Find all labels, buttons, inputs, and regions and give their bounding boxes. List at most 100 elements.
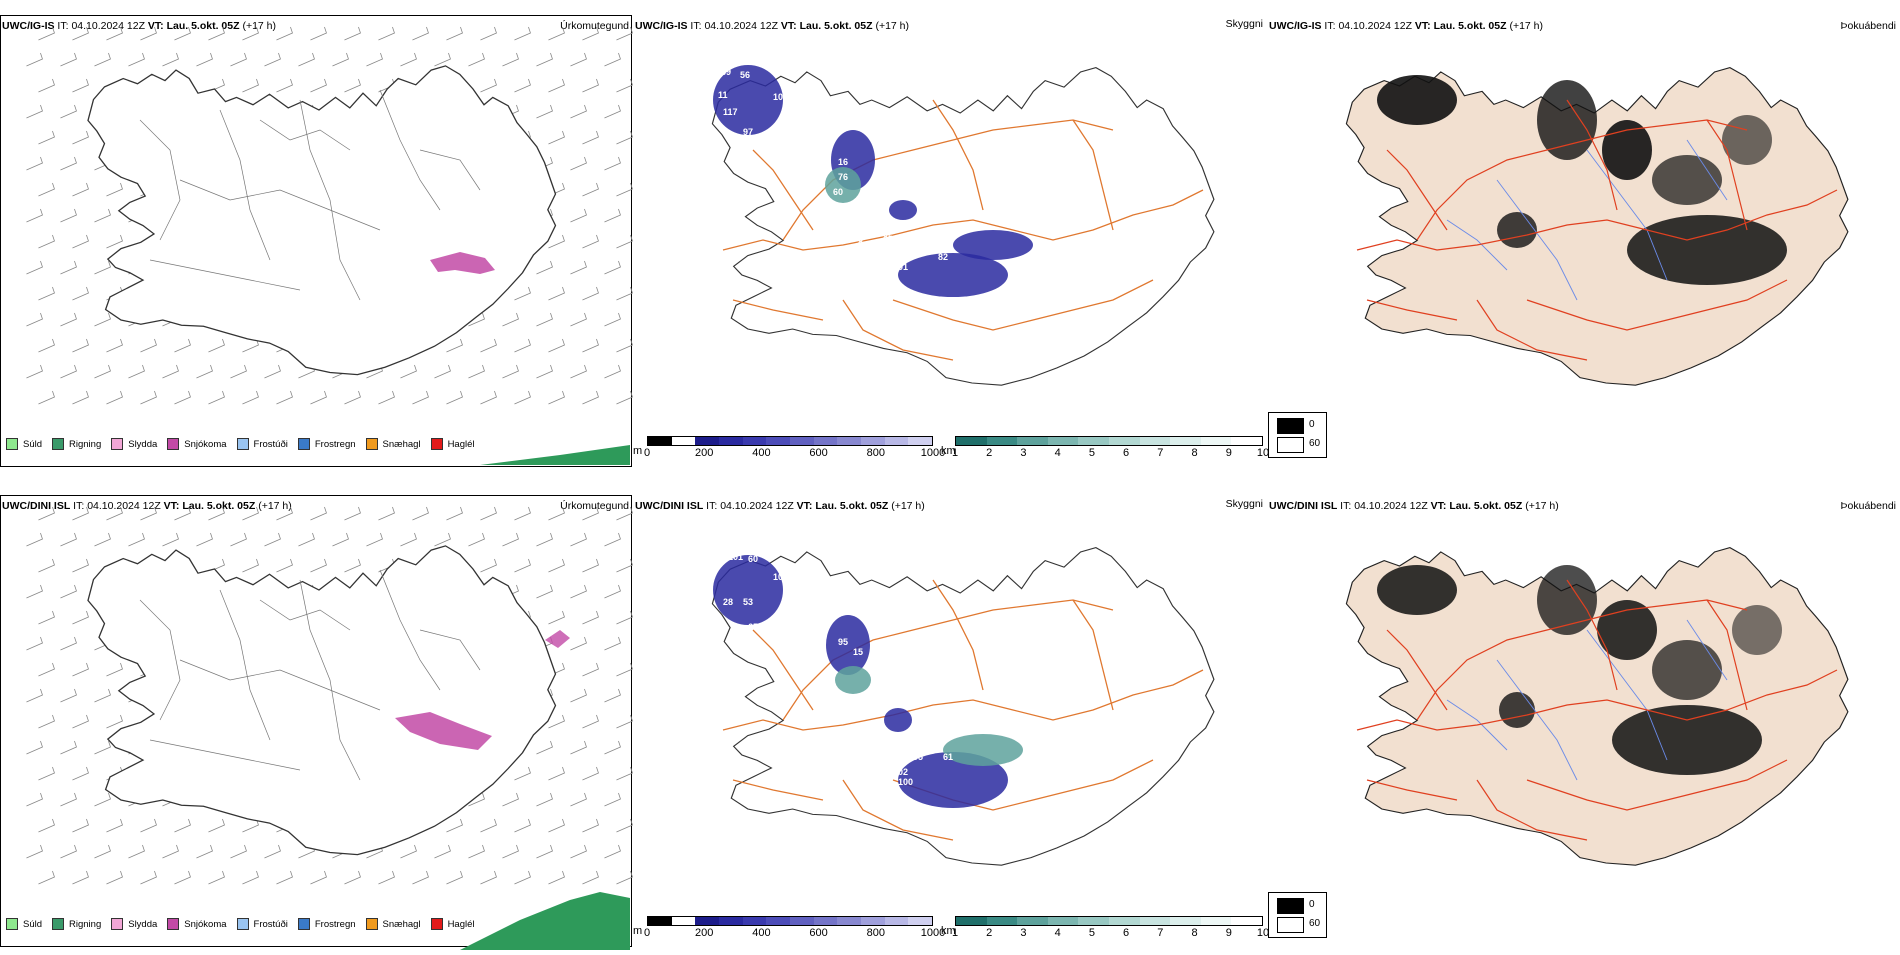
wind-barb <box>582 714 599 729</box>
contour-line <box>299 99 361 301</box>
legend-swatch <box>297 438 310 450</box>
colorbar-tick-label: 7 <box>1157 447 1164 459</box>
wind-barb <box>106 338 123 353</box>
wind-barb <box>604 364 621 379</box>
colorbar-bin <box>1200 917 1232 925</box>
visibility-value-label: 82 <box>938 252 948 262</box>
colorbar-tick-label: 6 <box>1123 927 1130 939</box>
visibility-value-label: 10 <box>853 212 863 222</box>
wind-barb <box>276 78 293 93</box>
colorbar-bin <box>742 437 767 445</box>
wind-barb <box>604 260 621 275</box>
legend-label: Rigning <box>69 438 102 450</box>
colorbar-tick-label: 3 <box>1020 927 1027 939</box>
wind-barb <box>94 844 111 859</box>
wind-barb <box>366 52 383 67</box>
iceland-outline <box>711 547 1215 866</box>
wind-barb <box>480 390 497 405</box>
visibility-value-label: 71 <box>918 737 928 747</box>
wind-barb <box>582 766 599 781</box>
wind-barb <box>242 558 259 573</box>
wind-barb <box>412 390 429 405</box>
it-value: 04.10.2024 12Z <box>720 500 794 512</box>
road-segment <box>842 779 954 841</box>
wind-barb <box>230 532 247 547</box>
wind-barb <box>582 818 599 833</box>
colorbar-bin <box>986 437 1018 445</box>
wind-barb <box>26 156 43 171</box>
wind-barb <box>94 688 111 703</box>
wind-barb <box>514 558 531 573</box>
fog-blob <box>1537 565 1597 635</box>
wind-barb <box>604 208 621 223</box>
wind-barb <box>264 364 281 379</box>
legend-item: Snæhagl <box>365 918 421 930</box>
wind-barb <box>94 532 111 547</box>
wind-barb <box>604 532 621 547</box>
colorbar-bin <box>1078 437 1109 445</box>
wind-barb <box>446 26 463 41</box>
vt-label: VT: <box>780 20 797 32</box>
fog-blob <box>1602 120 1652 180</box>
wind-barb <box>38 26 55 41</box>
colorbar-tick-label: 9 <box>1225 927 1232 939</box>
wind-barb <box>616 26 633 41</box>
wind-barb <box>26 532 43 547</box>
wind-barb <box>94 260 111 275</box>
vt-value: Lau. 5.okt. 05Z <box>1449 500 1523 512</box>
wind-barb <box>242 26 259 41</box>
fog-panel: UWC/IG-IS IT: 04.10.2024 12Z VT: Lau. 5.… <box>1267 0 1900 470</box>
visibility-legend: 0 60 <box>1268 892 1327 938</box>
colorbar-bin <box>790 917 814 925</box>
wind-barb <box>502 792 519 807</box>
wind-barb <box>106 662 123 677</box>
wind-barb <box>230 364 247 379</box>
visibility-value-label: 16 <box>838 157 848 167</box>
wind-barb <box>570 260 587 275</box>
colorbar-unit: km <box>941 925 956 937</box>
visibility-patch <box>898 253 1008 297</box>
visibility-value-label: 85 <box>883 232 893 242</box>
contour-line <box>149 259 301 291</box>
colorbar-bin <box>766 437 791 445</box>
legend-item: Súld <box>6 438 42 450</box>
wind-barb <box>548 390 565 405</box>
wind-barb <box>174 338 191 353</box>
wind-barb <box>140 390 157 405</box>
colorbar-bin <box>813 437 838 445</box>
colorbar-tick-label: 5 <box>1088 447 1095 459</box>
colorbar-bin <box>648 917 672 925</box>
legend-label: Frostregn <box>314 438 356 450</box>
wind-barb <box>230 52 247 67</box>
visibility-value-label: 60 <box>748 554 758 564</box>
wind-barb <box>72 182 89 197</box>
colorbar-tick-label: 0 <box>643 927 651 939</box>
panel-header: UWC/IG-IS IT: 04.10.2024 12Z VT: Lau. 5.… <box>635 20 909 32</box>
wind-barb <box>536 532 553 547</box>
road-segment <box>1476 299 1588 361</box>
colorbar-tick-label: 1000 <box>920 927 946 939</box>
wind-barb <box>514 338 531 353</box>
wind-barb <box>72 662 89 677</box>
visibility-panel: UWC/IG-IS IT: 04.10.2024 12Z VT: Lau. 5.… <box>633 0 1269 470</box>
visibility-value-label: 85 <box>908 232 918 242</box>
river <box>1496 659 1578 781</box>
wind-barb <box>616 766 633 781</box>
vt-label: VT: <box>163 500 180 512</box>
colorbar-bin <box>719 917 743 925</box>
fog-areas <box>1377 565 1782 775</box>
visibility-value-label: 95 <box>838 637 848 647</box>
wind-barb <box>344 506 361 521</box>
colorbar-bin <box>884 437 909 445</box>
wind-barb <box>72 714 89 729</box>
wind-barb <box>548 506 565 521</box>
legend-swatch <box>52 438 65 450</box>
wind-barb <box>514 286 531 301</box>
wind-barb <box>514 766 531 781</box>
fog-blob <box>1732 605 1782 655</box>
road-segment <box>932 579 984 691</box>
contour-line <box>179 659 381 711</box>
wind-barb <box>140 870 157 885</box>
wind-barb <box>242 78 259 93</box>
vt-label: VT: <box>147 20 164 32</box>
